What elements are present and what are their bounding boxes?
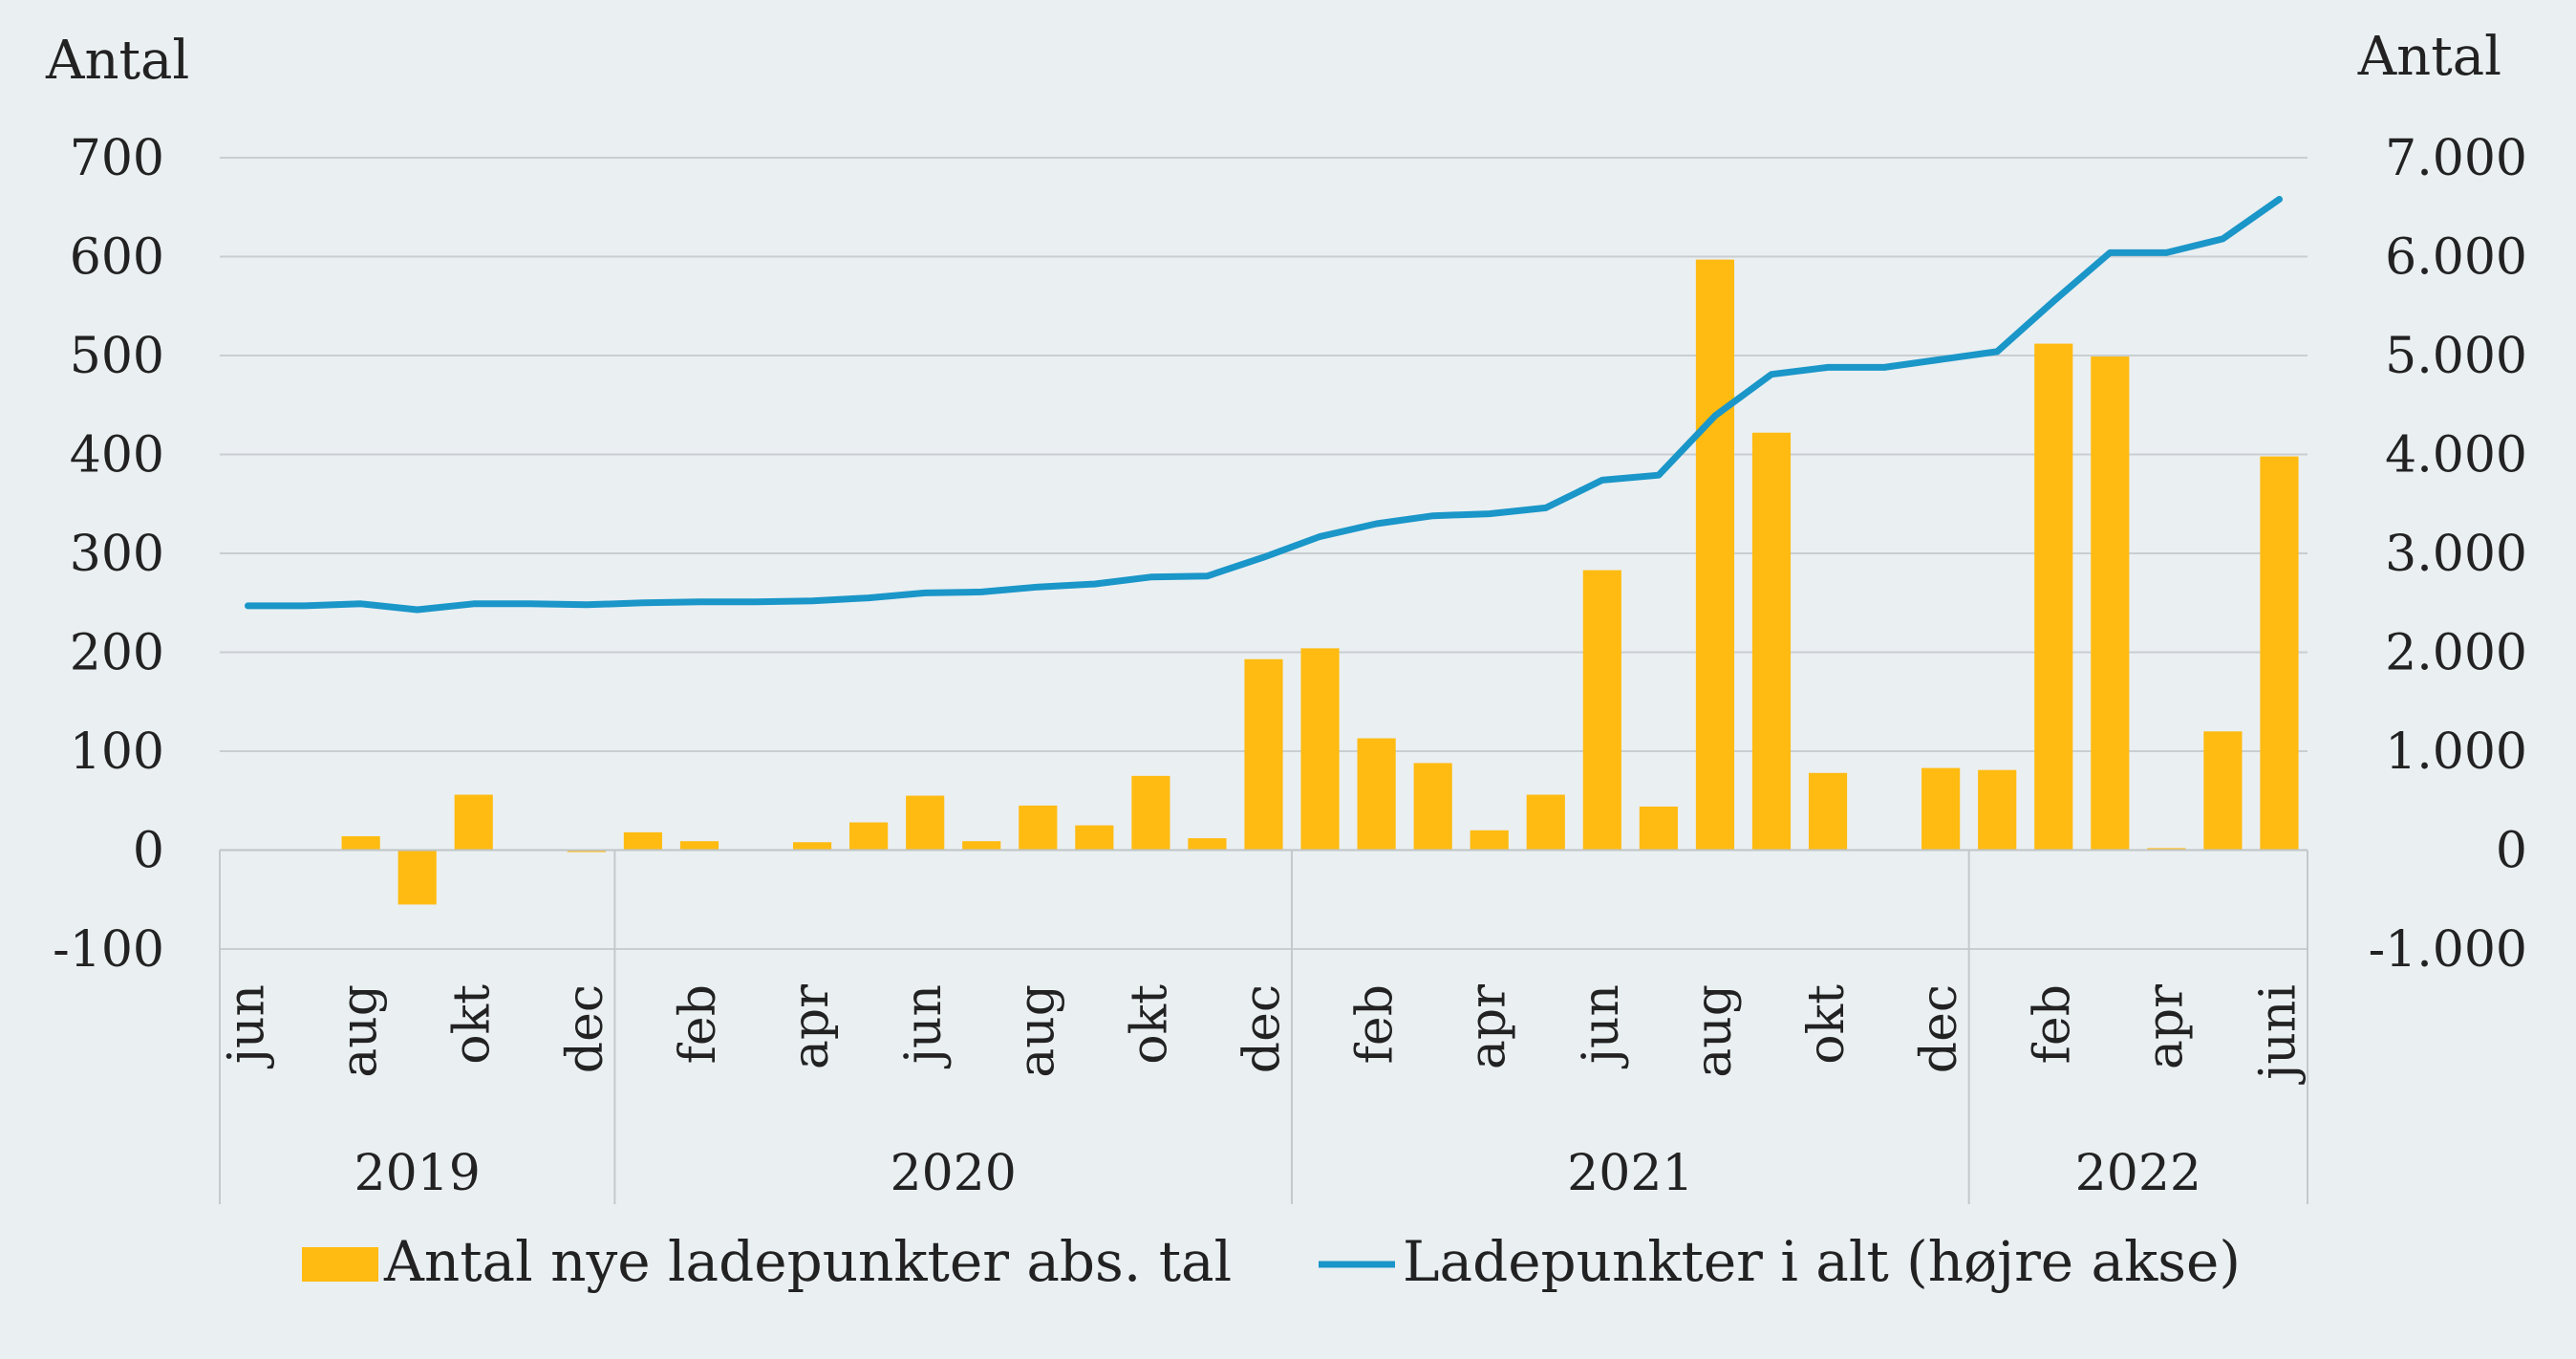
bar: [454, 794, 493, 851]
x-tick-label: feb: [2024, 984, 2081, 1064]
bar: [2091, 356, 2130, 851]
right-tick-label: 0: [2496, 823, 2527, 880]
bar: [1808, 772, 1848, 851]
left-axis-title: Antal: [45, 30, 189, 92]
x-tick-label: feb: [670, 984, 727, 1064]
bar: [1526, 794, 1565, 851]
x-tick-label: aug: [1008, 984, 1065, 1078]
bar: [1188, 838, 1227, 851]
legend-swatch-bars: [302, 1247, 378, 1282]
right-tick-label: -1.000: [2369, 921, 2527, 979]
bar: [1978, 769, 2017, 851]
x-tick-label: aug: [1685, 984, 1743, 1078]
x-tick-label: apr: [2136, 984, 2194, 1069]
x-tick-label: okt: [444, 984, 502, 1065]
left-tick-label: 300: [70, 526, 164, 583]
bar: [1413, 763, 1452, 851]
right-tick-label: 2.000: [2385, 625, 2527, 682]
right-tick-label: 6.000: [2385, 229, 2527, 287]
bar: [1639, 806, 1678, 851]
left-tick-label: 200: [70, 625, 164, 682]
year-label: 2022: [2075, 1145, 2201, 1202]
bar: [849, 822, 889, 851]
x-tick-label: jun: [1573, 984, 1630, 1068]
bar: [2147, 848, 2186, 851]
left-tick-label: 100: [70, 723, 164, 781]
x-tick-label: apr: [783, 984, 840, 1069]
line-series: [245, 196, 2283, 614]
bar: [1300, 648, 1340, 851]
right-axis-title: Antal: [2357, 26, 2501, 88]
legend: Antal nye ladepunkter abs. tal Ladepunkte…: [302, 1229, 2241, 1294]
right-tick-label: 7.000: [2385, 130, 2527, 187]
bar: [1921, 767, 1961, 851]
bar: [341, 836, 380, 851]
year-label: 2021: [1567, 1145, 1693, 1202]
x-tick-label: apr: [1460, 984, 1517, 1069]
legend-label-bars: Antal nye ladepunkter abs. tal: [383, 1229, 1232, 1294]
left-tick-label: -100: [53, 921, 164, 979]
left-tick-label: 0: [133, 823, 164, 880]
bar: [623, 831, 662, 851]
x-tick-label: jun: [219, 984, 276, 1068]
bar: [1357, 738, 1396, 851]
bar: [906, 795, 945, 851]
left-tick-label: 700: [70, 130, 164, 187]
bar: [1751, 432, 1792, 851]
bar: [567, 850, 606, 852]
bar: [1131, 775, 1170, 851]
left-tick-label: 400: [70, 427, 164, 485]
right-tick-label: 4.000: [2385, 427, 2527, 485]
bar: [962, 841, 1001, 851]
right-tick-label: 5.000: [2385, 328, 2527, 385]
right-tick-label: 3.000: [2385, 526, 2527, 583]
bar: [792, 842, 832, 851]
x-tick-label: dec: [1234, 984, 1292, 1073]
bar: [2203, 731, 2243, 851]
gridlines: [220, 157, 2308, 950]
x-tick-label: juni: [2249, 984, 2307, 1085]
x-tick-label: dec: [557, 984, 614, 1073]
bar: [1582, 570, 1621, 851]
bar: [1244, 658, 1283, 851]
bar: [1019, 805, 1058, 851]
bars: [341, 259, 2299, 905]
x-tick-label: dec: [1911, 984, 1968, 1073]
bar: [1075, 825, 1114, 851]
left-tick-label: 500: [70, 328, 164, 385]
x-tick-label: jun: [895, 984, 953, 1068]
bar: [1695, 259, 1735, 851]
bar: [679, 841, 719, 851]
right-tick-label: 1.000: [2385, 723, 2527, 781]
bar: [2260, 456, 2299, 851]
bar: [397, 850, 437, 905]
line-ladepunkter-i-alt: [245, 196, 2283, 614]
x-tick-label: feb: [1347, 984, 1405, 1064]
bar: [1470, 830, 1509, 851]
x-tick-label: okt: [1798, 984, 1856, 1065]
axes: 700 600 500 400 300 200 100 0 -100 7.000 6.000 5.00…: [53, 130, 2527, 1204]
x-tick-label: aug: [332, 984, 389, 1078]
year-label: 2019: [354, 1145, 481, 1202]
x-tick-label: okt: [1121, 984, 1178, 1065]
year-label: 2020: [891, 1145, 1017, 1202]
legend-label-line: Ladepunkter i alt (højre akse): [1403, 1229, 2241, 1294]
left-tick-label: 600: [70, 229, 164, 287]
bar: [2034, 343, 2073, 851]
